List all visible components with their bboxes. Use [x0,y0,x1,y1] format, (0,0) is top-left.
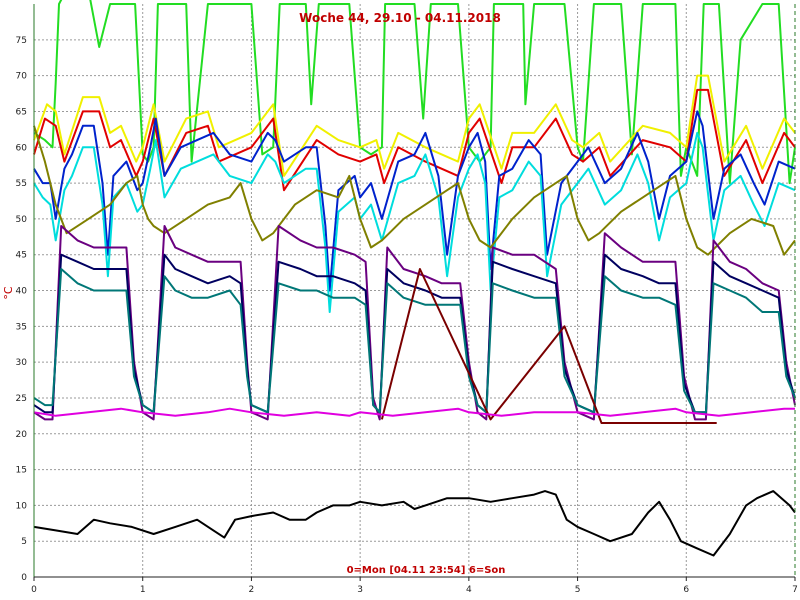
series-line-s11 [33,407,795,417]
y-tick-label: 75 [16,36,27,46]
x-tick-label: 6 [683,585,689,595]
series-line-s1 [33,0,796,185]
y-axis-label: °C [2,286,15,300]
x-tick-label: 0 [31,585,37,595]
y-tick-label: 55 [16,179,27,189]
series-line-s4 [33,110,796,292]
y-tick-label: 70 [16,72,28,82]
y-tick-label: 65 [16,107,27,117]
series-line-s10 [380,268,717,424]
y-tick-label: 20 [16,430,28,440]
chart-title: Woche 44, 29.10 - 04.11.2018 [299,11,501,25]
series-line-s2 [33,74,796,177]
y-tick-label: 35 [16,322,27,332]
x-tick-label: 7 [792,585,798,595]
y-tick-label: 25 [16,394,27,404]
y-tick-label: 30 [16,358,28,368]
y-tick-label: 0 [21,573,27,583]
y-tick-label: 15 [16,466,27,476]
x-tick-label: 5 [575,585,581,595]
series-line-s12 [33,490,796,557]
x-tick-label: 1 [140,585,146,595]
x-tick-label: 4 [466,585,472,595]
series-line-s5 [33,131,796,313]
series-line-s9 [33,268,796,414]
y-tick-label: 60 [16,143,28,153]
x-tick-label: 2 [249,585,255,595]
y-tick-label: 10 [16,501,28,511]
y-tick-label: 50 [16,215,28,225]
chart-footer: 0=Mon [04.11 23:54] 6=Son [347,565,506,576]
series-line-s6 [33,125,796,256]
y-tick-label: 40 [16,287,28,297]
series-line-s7 [33,225,796,421]
series-group [33,0,796,557]
series-line-s3 [33,88,796,192]
y-tick-label: 5 [21,537,27,547]
x-tick-label: 3 [357,585,363,595]
y-tick-label: 45 [16,251,27,261]
